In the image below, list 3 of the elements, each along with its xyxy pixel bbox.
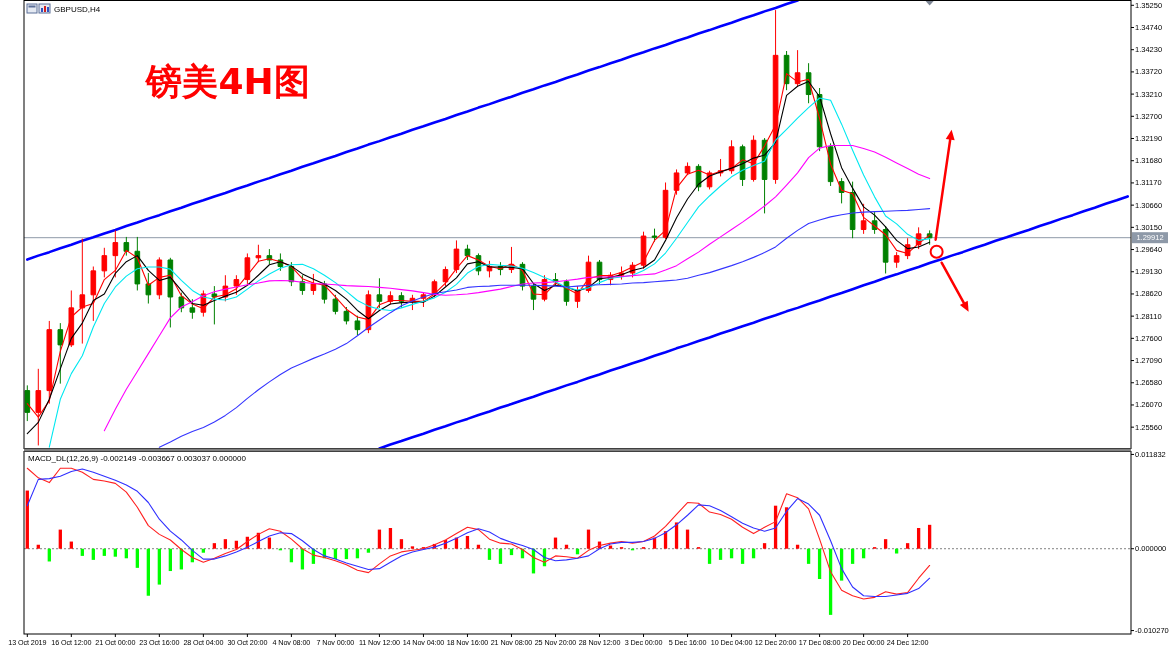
annotation: GBPUSD,H4 bbox=[54, 4, 101, 14]
text: 镑美4H图 bbox=[144, 61, 310, 102]
chart-title: MACD_DL(12,26,9) -0.002149 -0.003667 0.003037 0.000000 bbox=[28, 454, 247, 463]
